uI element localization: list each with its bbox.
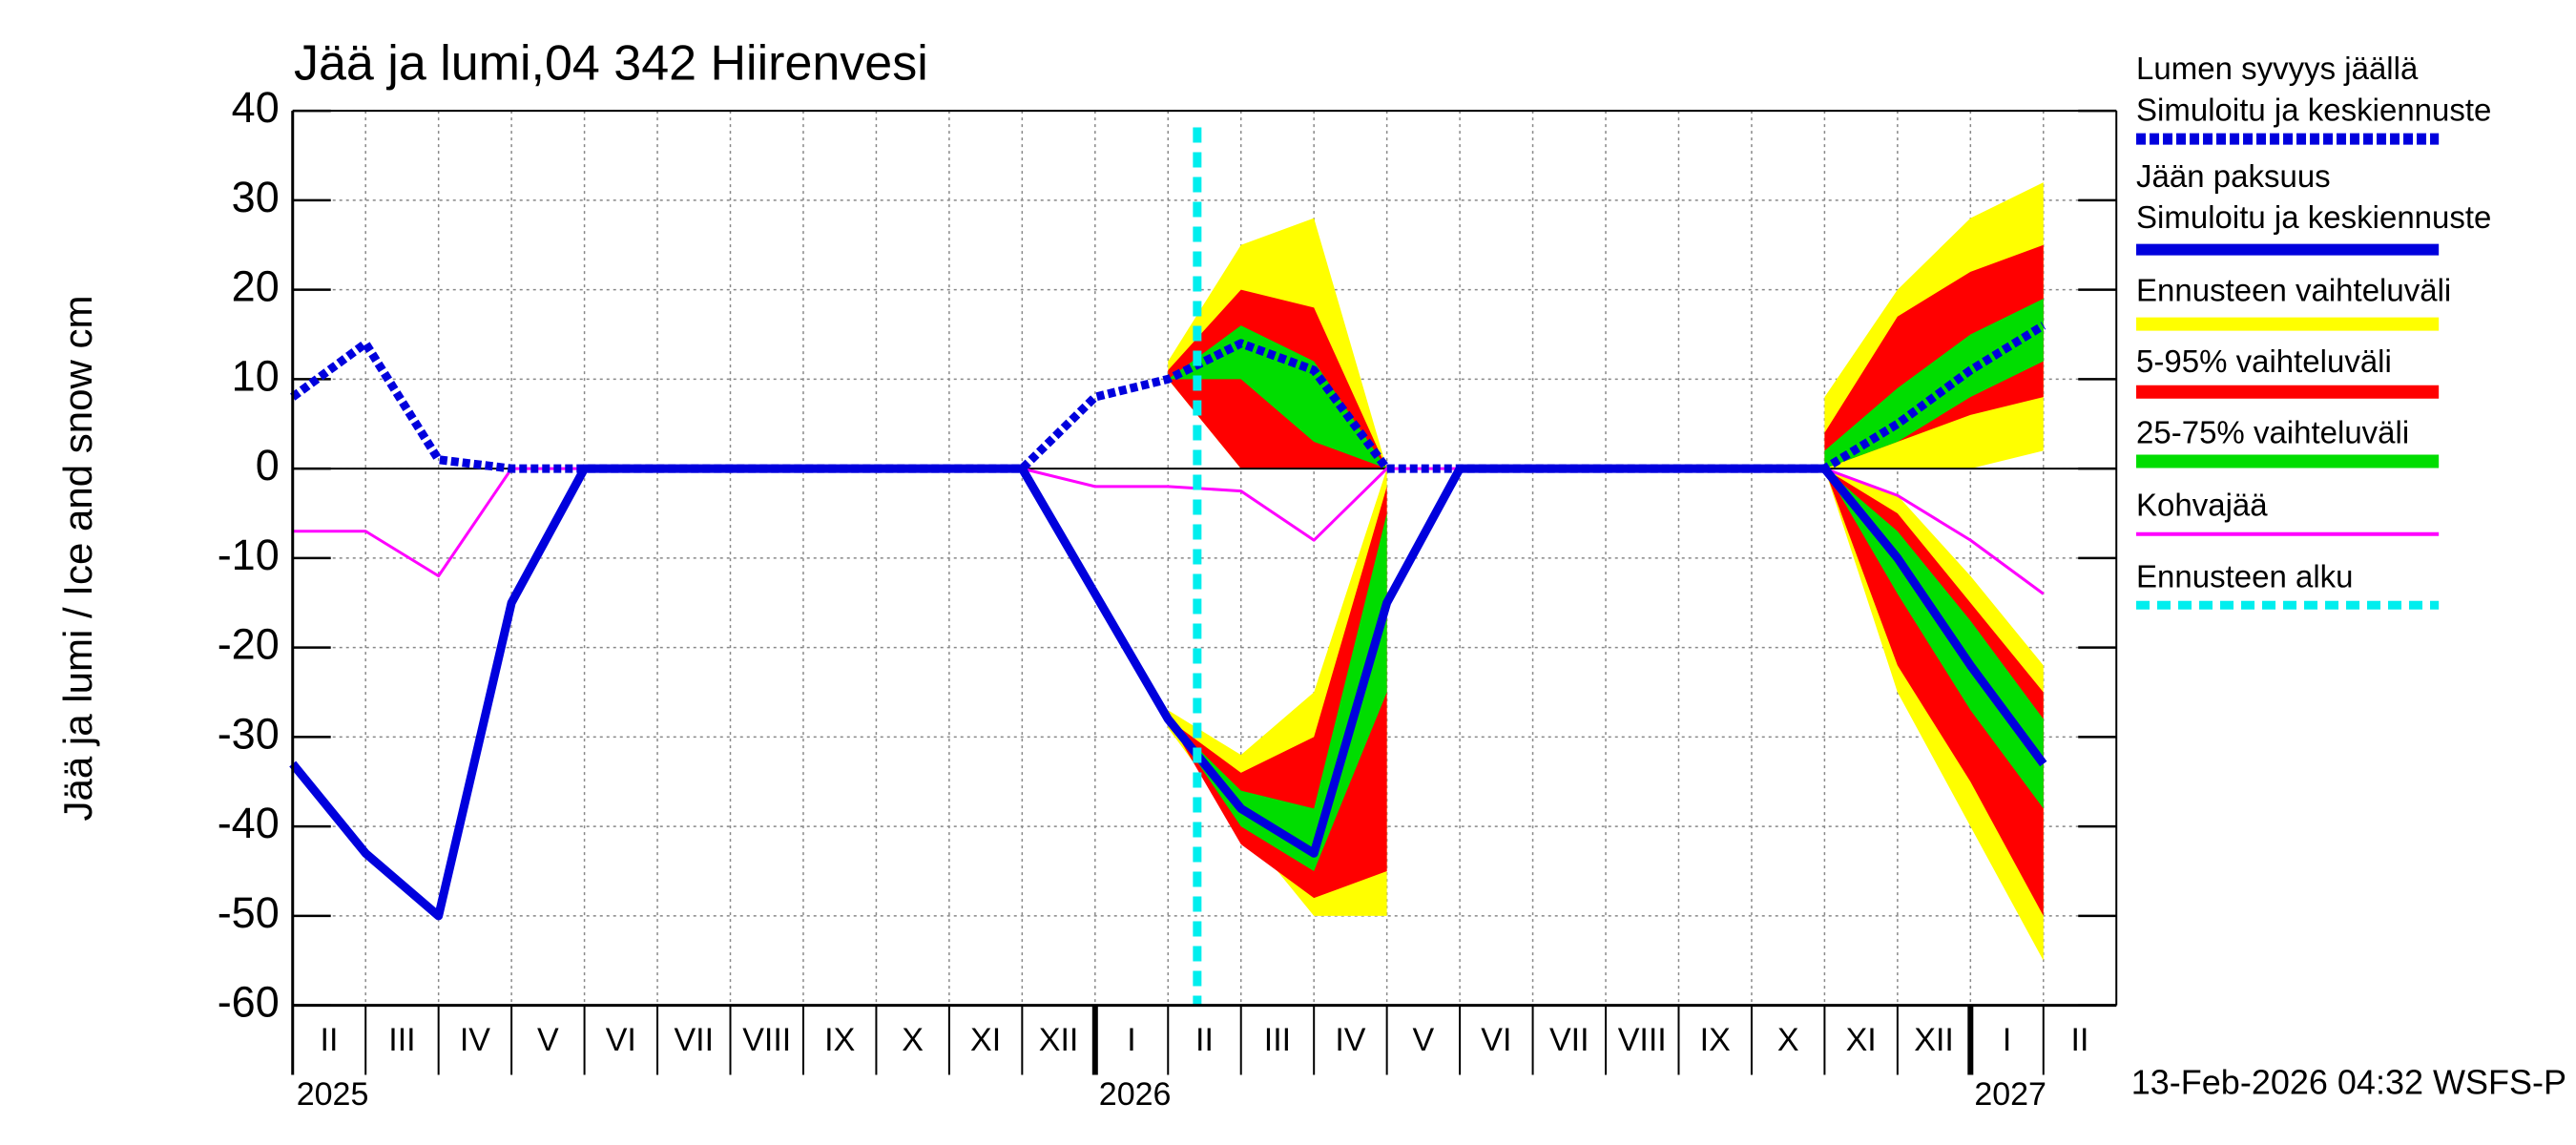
x-tick-label: XI [970,1022,1001,1058]
x-tick-label: IX [824,1022,855,1058]
x-tick-label: V [537,1022,559,1058]
y-tick-label: -10 [218,531,280,579]
x-tick-label: X [1777,1022,1799,1058]
legend-label: Ennusteen alku [2136,558,2354,593]
series-line [289,464,2047,921]
legend-label: Jään paksuus [2136,158,2331,194]
x-tick-label: XI [1846,1022,1877,1058]
x-tick-label: III [1264,1022,1291,1058]
footer: 13-Feb-2026 04:32 WSFS-P [2131,1063,2566,1102]
x-tick-label: XII [1914,1022,1954,1058]
year-label: 2026 [1099,1076,1172,1113]
x-tick-label: II [1195,1022,1214,1058]
x-tick-label: III [388,1022,415,1058]
y-tick-label: -30 [218,709,280,758]
year-label: 2027 [1974,1076,2046,1113]
x-tick-label: IV [460,1022,490,1058]
legend-label: Kohvajää [2136,488,2268,523]
y-tick-label: -40 [218,799,280,847]
legend-label: 25-75% vaihteluväli [2136,414,2409,449]
x-tick-label: VIII [742,1022,791,1058]
x-tick-label: IX [1700,1022,1731,1058]
x-tick-label: IV [1335,1022,1365,1058]
x-tick-label: II [2071,1022,2089,1058]
y-tick-label: -60 [218,978,280,1027]
legend-note: Simuloitu ja keskiennuste [2136,93,2491,128]
y-tick-label: -20 [218,620,280,669]
y-axis-label: Jää ja lumi / Ice and snow cm [55,296,100,822]
x-tick-label: VI [606,1022,636,1058]
year-label: 2025 [297,1076,369,1113]
y-tick-label: 30 [232,173,280,221]
legend-label: Ennusteen vaihteluväli [2136,272,2451,307]
forecast-band [1824,468,2044,916]
y-tick-label: 0 [256,441,280,489]
legend-label: 5-95% vaihteluväli [2136,344,2392,379]
series-line [290,322,2046,473]
y-tick-label: -50 [218,888,280,937]
x-tick-label: VII [674,1022,714,1058]
x-tick-label: X [902,1022,924,1058]
forecast-band [1168,325,1387,469]
y-tick-label: 10 [232,351,280,400]
legend-note: Simuloitu ja keskiennuste [2136,199,2491,235]
y-tick-label: 40 [232,83,280,132]
chart-title: Jää ja lumi,04 342 Hiirenvesi [294,36,928,92]
forecast-band [1824,298,2044,469]
x-tick-label: I [2003,1022,2011,1058]
y-tick-label: 20 [232,262,280,311]
x-tick-label: XII [1039,1022,1079,1058]
x-tick-label: VIII [1618,1022,1667,1058]
x-tick-label: VI [1481,1022,1511,1058]
forecast-band [1824,468,2044,809]
legend-label: Lumen syvyys jäällä [2136,51,2419,86]
x-tick-label: II [321,1022,339,1058]
x-tick-label: VII [1549,1022,1589,1058]
x-tick-label: I [1127,1022,1135,1058]
x-tick-label: V [1413,1022,1435,1058]
